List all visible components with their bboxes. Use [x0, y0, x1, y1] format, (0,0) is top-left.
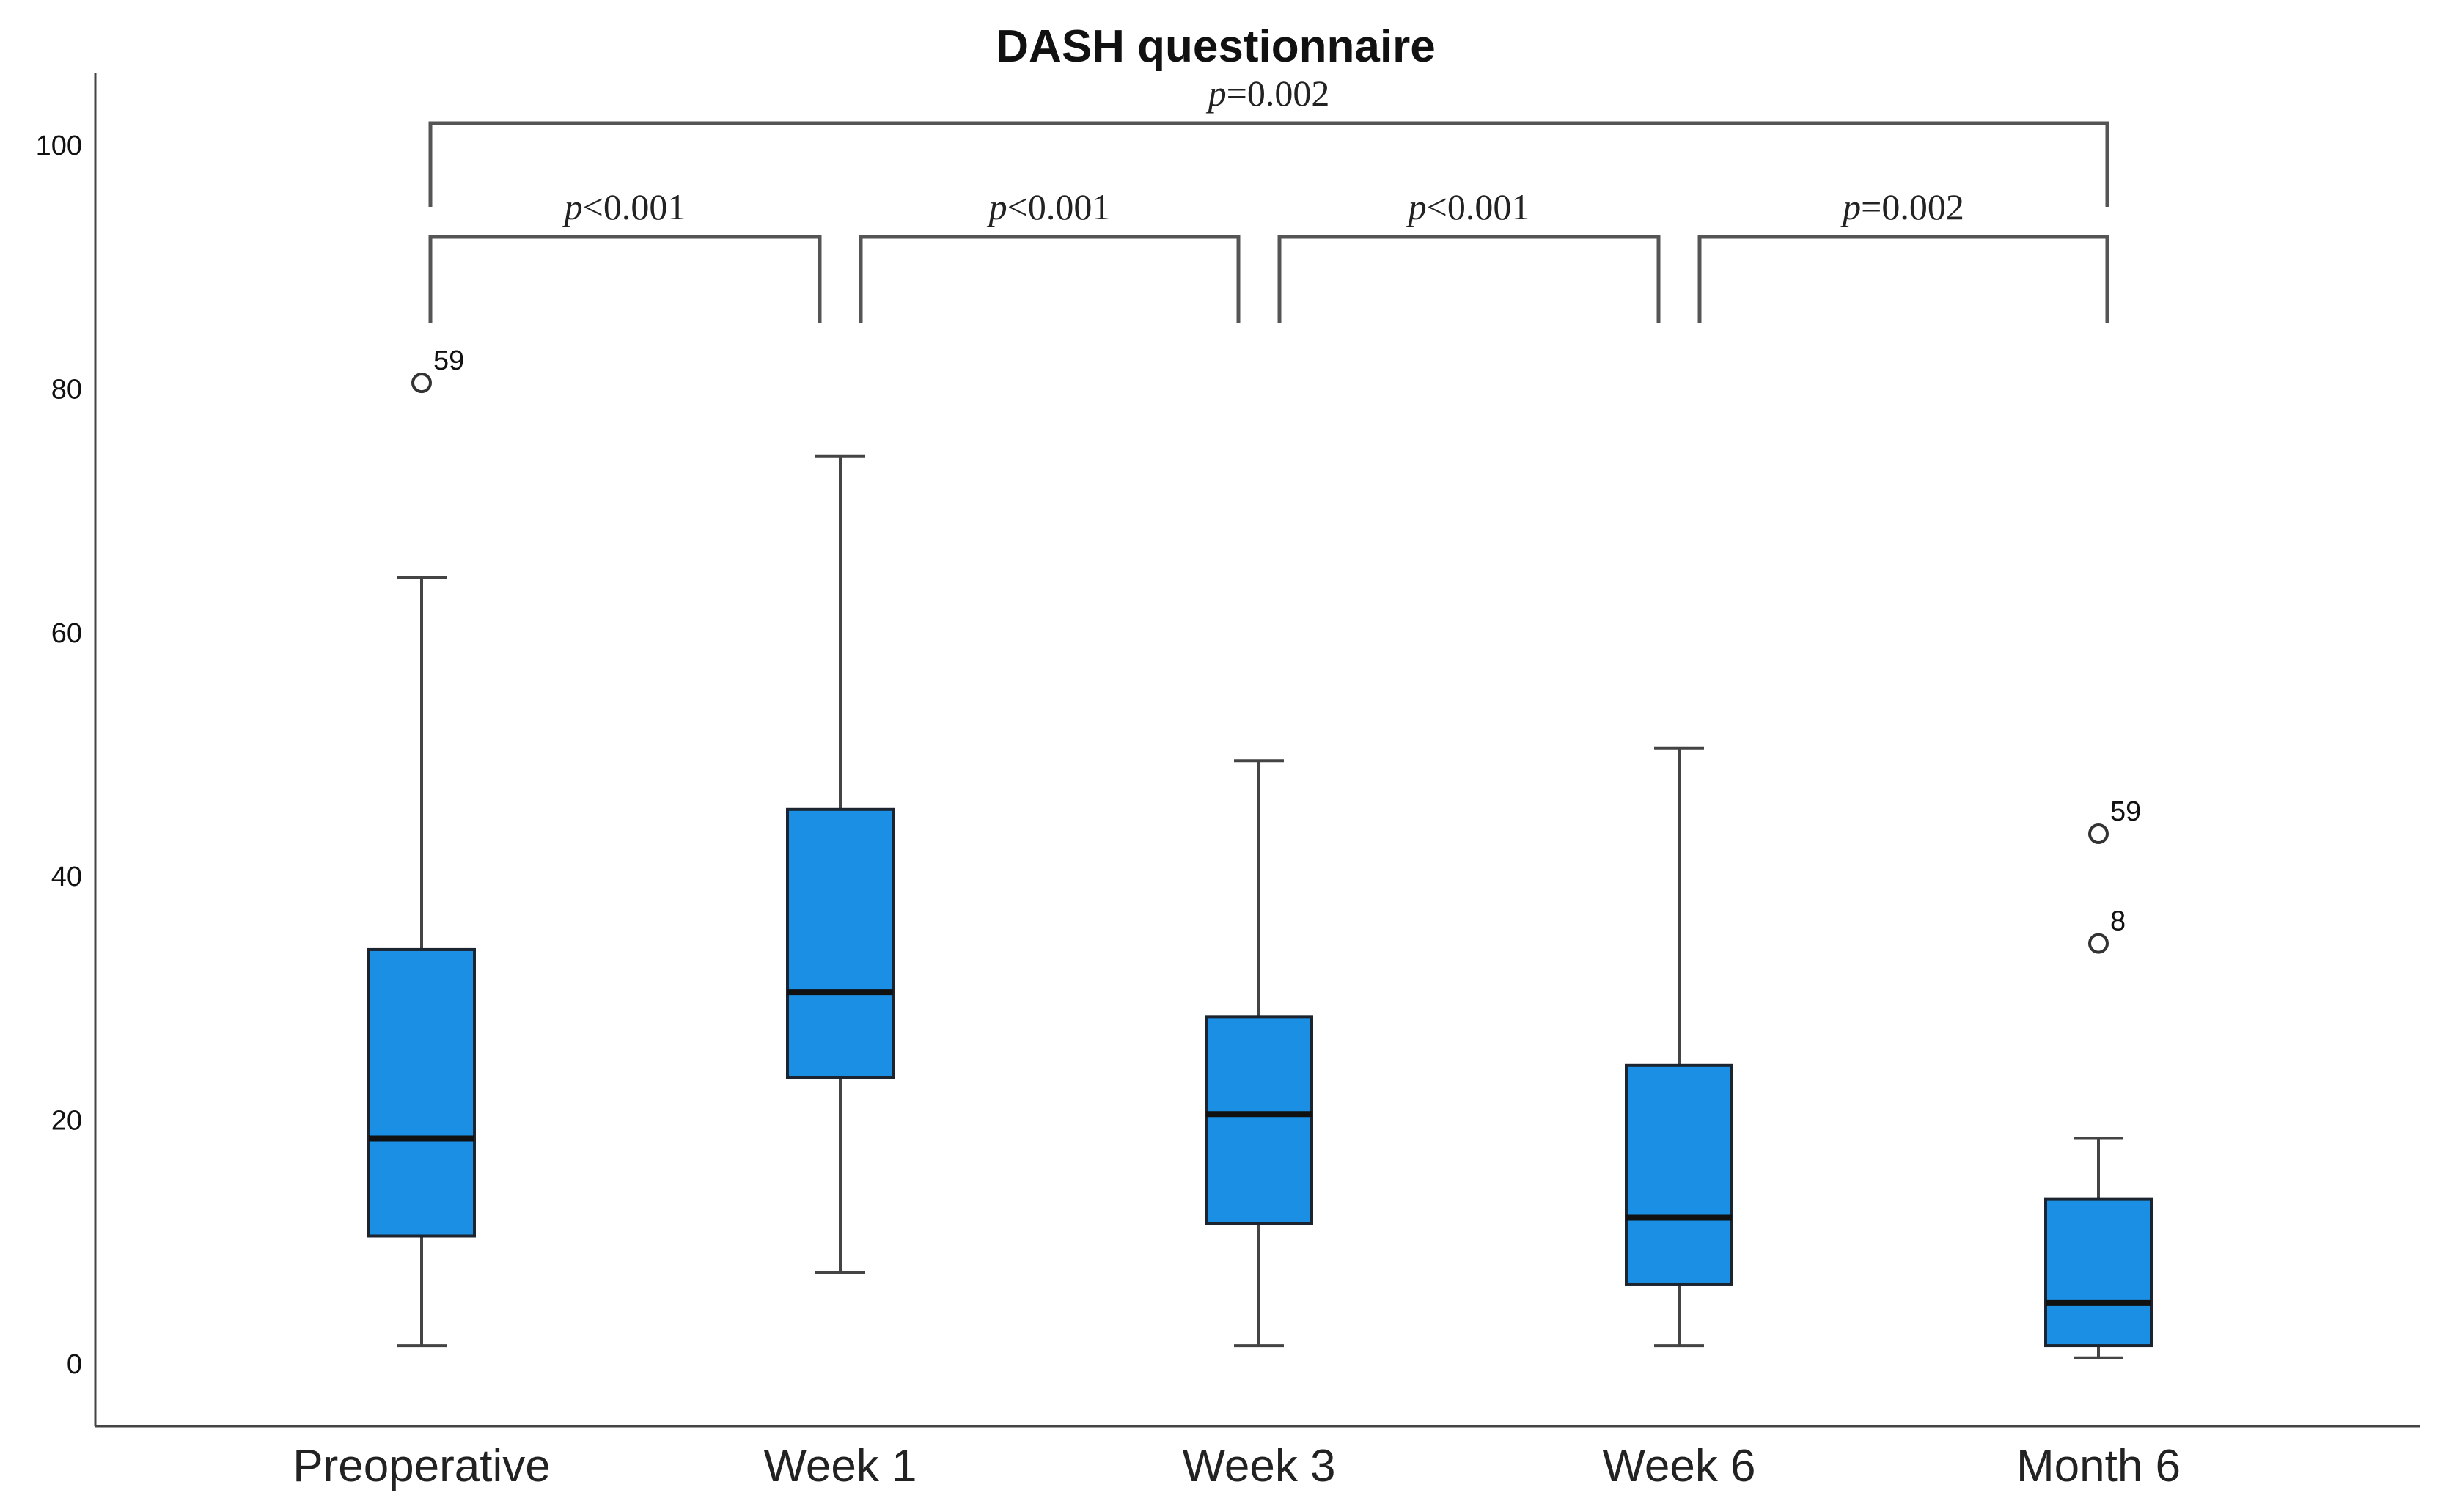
iqr-box [1625, 1063, 1733, 1286]
x-tick-label: Week 3 [1182, 1441, 1335, 1491]
comparison-bracket: p<0.001 [859, 186, 1241, 323]
box-group [1205, 759, 1313, 1348]
x-tick-label: Preoperative [293, 1441, 551, 1491]
p-value-label: p=0.002 [1840, 186, 1964, 227]
comparison-bracket: p=0.002 [1697, 186, 2109, 323]
iqr-box [367, 947, 476, 1238]
y-tick-label: 0 [67, 1349, 82, 1380]
bracket-line [1697, 235, 2109, 323]
bracket-line [859, 235, 1241, 323]
iqr-box [786, 807, 895, 1079]
p-value-label: p<0.001 [1406, 186, 1530, 227]
outlier-label: 59 [2110, 796, 2141, 827]
box-group: 59 [367, 345, 476, 1348]
bracket-line [1277, 235, 1661, 323]
p-value-label: p<0.001 [562, 186, 686, 227]
axes: 0 20 40 60 80 100 Preoperative Week 1 Week 3 Week… [36, 73, 2420, 1491]
x-tick-label: Week 6 [1602, 1441, 1755, 1491]
box-group [1625, 746, 1733, 1348]
y-tick-label: 40 [51, 862, 82, 892]
y-tick-label: 100 [36, 131, 82, 161]
y-tick-label: 60 [51, 618, 82, 649]
comparison-bracket: p<0.001 [1277, 186, 1661, 323]
bracket-line [428, 121, 2109, 207]
significance-brackets: p=0.002 p<0.001 p<0.001 p<0.001 p=0.002 [428, 73, 2109, 323]
p-value-label: p<0.001 [987, 186, 1111, 227]
x-tick-label: Week 1 [763, 1441, 917, 1491]
comparison-bracket: p<0.001 [428, 186, 822, 323]
outlier-point [2088, 933, 2109, 954]
box-group: 59 8 [2044, 796, 2153, 1359]
p-value-label: p=0.002 [1206, 73, 1330, 114]
y-tick-label: 20 [51, 1106, 82, 1137]
x-tick-label: Month 6 [2016, 1441, 2181, 1491]
y-tick-label: 80 [51, 374, 82, 405]
iqr-box [2044, 1197, 2153, 1348]
iqr-box [1205, 1015, 1313, 1225]
outlier-label: 8 [2110, 906, 2126, 937]
outlier-point [411, 373, 432, 394]
chart-title: DASH questionnaire [996, 21, 1435, 72]
outlier-label: 59 [433, 345, 464, 376]
comparison-bracket: p=0.002 [428, 73, 2109, 207]
box-group [786, 454, 895, 1274]
bracket-line [428, 235, 822, 323]
outlier-point [2088, 823, 2109, 845]
box-plots: 59 59 8 [367, 345, 2153, 1359]
